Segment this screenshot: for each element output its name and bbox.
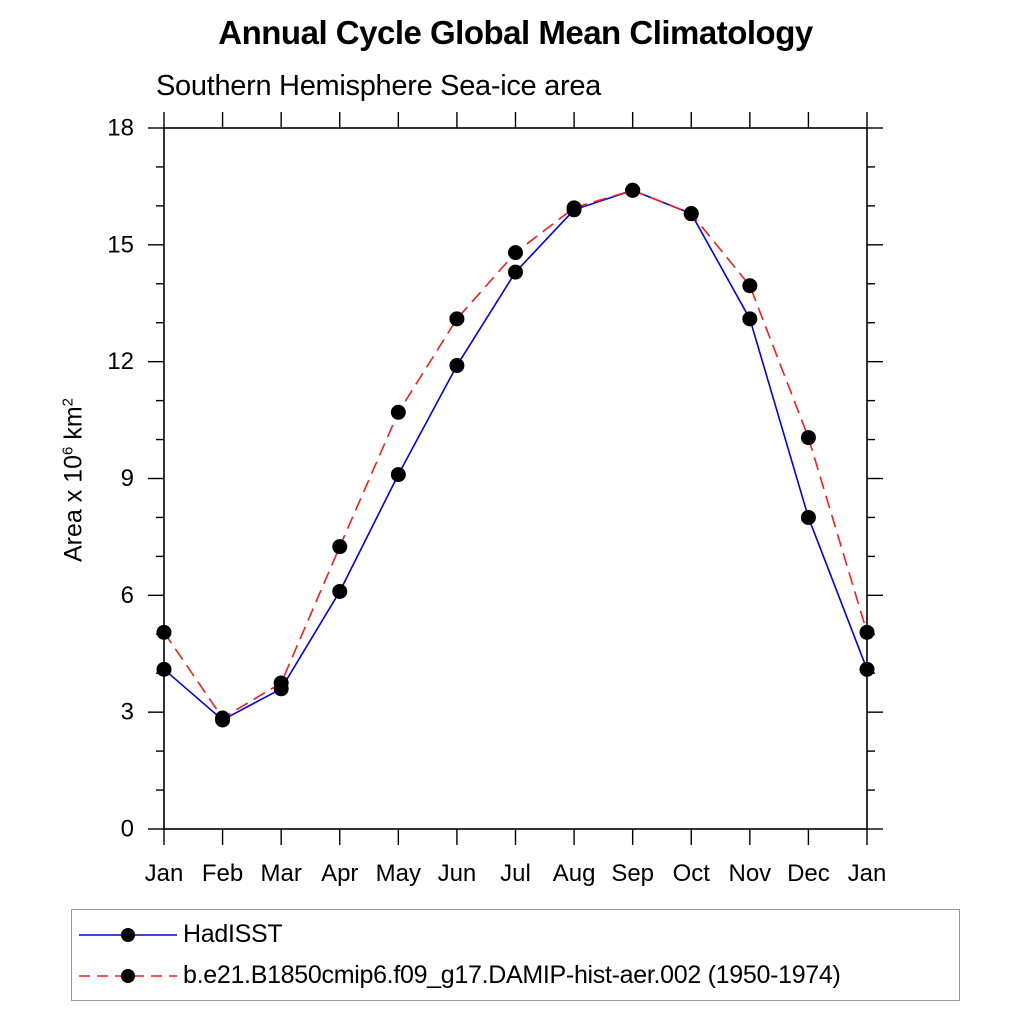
y-tick-label: 3 <box>121 699 134 726</box>
legend-label-hadisst: HadISST <box>183 920 283 948</box>
data-point <box>390 404 406 420</box>
data-point <box>508 264 523 280</box>
data-point <box>625 182 641 198</box>
x-tick-label: Jul <box>500 860 531 887</box>
data-point <box>508 245 523 261</box>
x-tick-label: Sep <box>611 860 654 887</box>
data-point <box>800 430 816 446</box>
legend-label-model: b.e21.B1850cmip6.f09_g17.DAMIP-hist-aer.… <box>183 961 841 989</box>
data-point <box>156 624 172 640</box>
legend-item-hadisst: HadISST <box>78 914 959 955</box>
data-point <box>273 675 289 691</box>
x-tick-label: Dec <box>787 860 830 887</box>
legend-item-model: b.e21.B1850cmip6.f09_g17.DAMIP-hist-aer.… <box>78 955 959 996</box>
chart-title: Annual Cycle Global Mean Climatology <box>218 14 813 51</box>
y-tick-label: 9 <box>121 465 134 492</box>
y-tick-label: 18 <box>107 115 134 142</box>
y-tick-label: 15 <box>107 231 134 258</box>
data-point <box>449 358 465 374</box>
x-tick-label: Apr <box>321 860 358 887</box>
x-tick-label: May <box>376 860 421 887</box>
data-point <box>859 624 875 640</box>
legend: HadISST b.e21.B1850cmip6.f09_g17.DAMIP-h… <box>71 909 960 1001</box>
data-point <box>390 467 406 483</box>
data-point <box>742 278 758 294</box>
legend-line-sample-solid <box>79 927 177 942</box>
data-point <box>332 539 348 555</box>
x-tick-label: Feb <box>202 860 243 887</box>
x-tick-label: Nov <box>728 860 771 887</box>
x-tick-label: Oct <box>673 860 711 887</box>
data-point <box>566 200 582 216</box>
data-point <box>859 661 875 677</box>
y-tick-label: 0 <box>121 816 134 843</box>
x-tick-label: Jun <box>438 860 477 887</box>
y-tick-label: 6 <box>121 582 134 609</box>
x-tick-label: Mar <box>260 860 301 887</box>
plot-frame <box>163 127 868 830</box>
x-tick-label: Aug <box>553 860 596 887</box>
chart-subtitle: Southern Hemisphere Sea-ice area <box>156 70 601 102</box>
x-tick-label: Jan <box>145 860 184 887</box>
legend-line-sample-dashed <box>79 968 177 983</box>
data-point <box>215 710 231 726</box>
data-point <box>156 661 172 677</box>
data-point <box>800 509 816 525</box>
data-point <box>683 206 699 222</box>
x-tick-label: Jan <box>848 860 887 887</box>
data-point <box>332 583 348 599</box>
data-point <box>742 311 758 327</box>
data-point <box>449 311 465 327</box>
y-tick-label: 12 <box>107 348 134 375</box>
